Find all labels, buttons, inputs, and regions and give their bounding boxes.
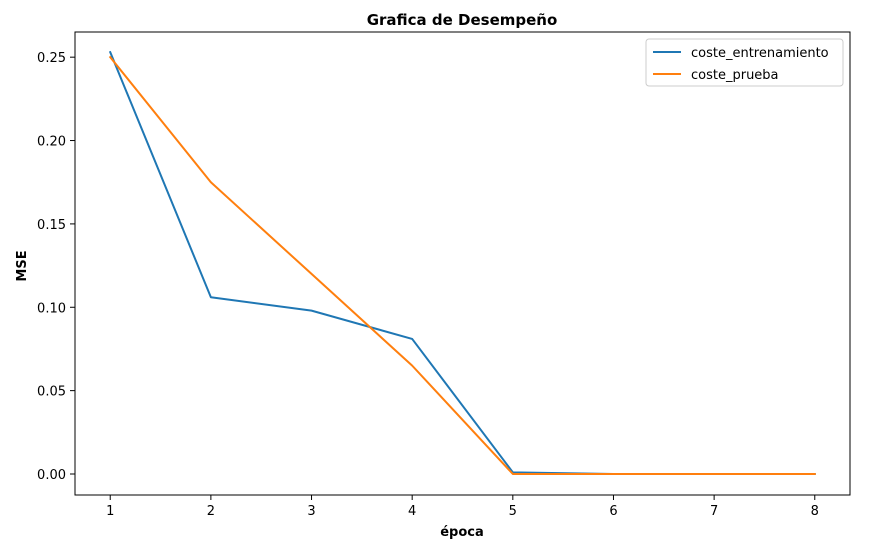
y-tick-label: 0.00 <box>37 468 66 483</box>
legend-box <box>645 38 844 87</box>
y-tick-label: 0.10 <box>37 301 66 316</box>
x-axis-label: época <box>440 525 484 540</box>
x-tick-label: 7 <box>710 504 718 519</box>
series-line-coste-entrenamiento <box>108 50 816 475</box>
x-tick-label: 4 <box>408 504 416 519</box>
plot-frame <box>74 31 851 496</box>
y-tick-label: 0.25 <box>37 51 66 66</box>
chart-title: Grafica de Desempeño <box>367 11 558 29</box>
y-axis-ticks: 0.00 0.05 0.10 0.15 0.20 0.25 <box>37 51 75 483</box>
x-tick-label: 6 <box>609 504 617 519</box>
y-axis-label: MSE <box>15 250 30 281</box>
x-tick-label: 1 <box>106 504 114 519</box>
series-line-coste-prueba <box>108 55 816 475</box>
x-tick-label: 2 <box>207 504 215 519</box>
y-tick-label: 0.15 <box>37 218 66 233</box>
legend-label: coste_entrenamiento <box>691 46 829 61</box>
x-axis-ticks: 1 2 3 4 5 6 7 8 <box>106 495 819 519</box>
x-tick-label: 8 <box>811 504 819 519</box>
legend: coste_entrenamiento coste_prueba <box>645 38 844 87</box>
x-tick-label: 5 <box>509 504 517 519</box>
series-lines <box>108 50 816 475</box>
y-tick-label: 0.05 <box>37 385 66 400</box>
legend-label: coste_prueba <box>691 68 779 83</box>
x-tick-label: 3 <box>307 504 315 519</box>
y-tick-label: 0.20 <box>37 135 66 150</box>
